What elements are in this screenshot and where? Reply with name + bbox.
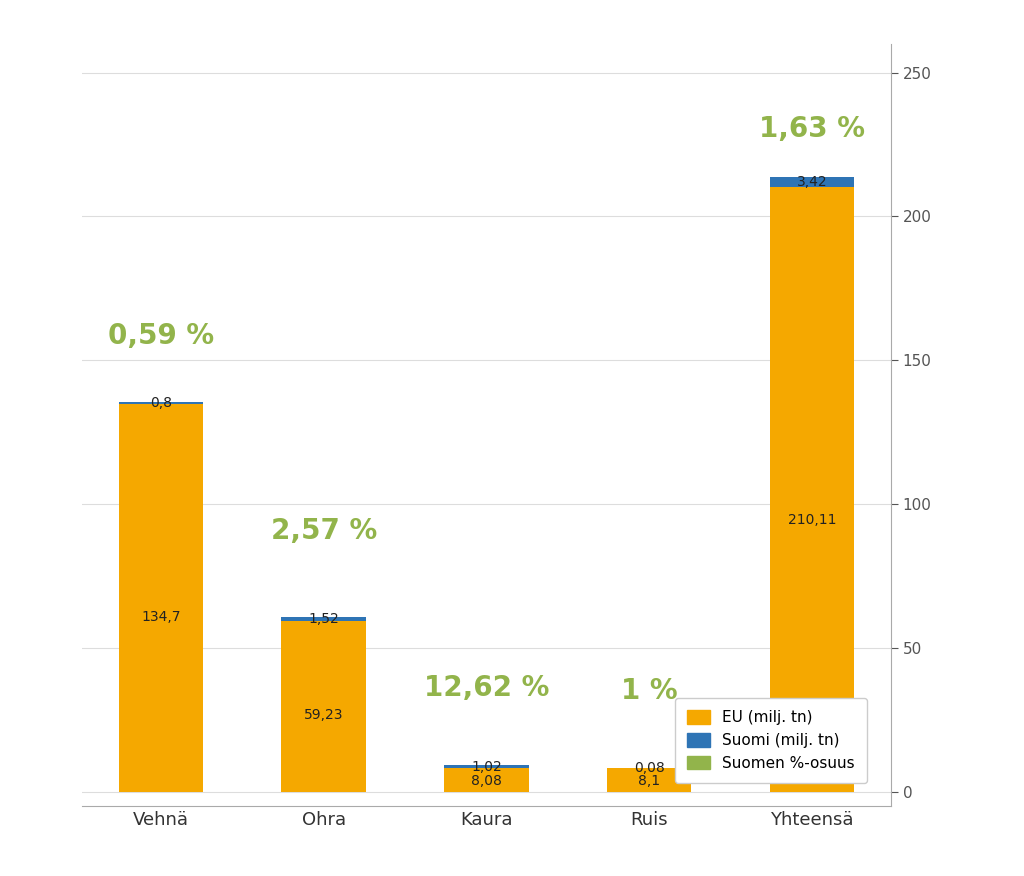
Bar: [444, 768, 528, 792]
Text: 0,08: 0,08: [634, 761, 665, 775]
Text: 134,7: 134,7: [141, 611, 181, 625]
Bar: [119, 404, 204, 792]
Text: 1,02: 1,02: [471, 759, 502, 774]
Text: 0,8: 0,8: [150, 396, 172, 410]
Text: 8,08: 8,08: [471, 774, 502, 788]
Bar: [119, 402, 204, 404]
Text: 1,52: 1,52: [308, 612, 339, 626]
Bar: [769, 178, 854, 187]
Text: 12,62 %: 12,62 %: [424, 675, 549, 702]
Text: 0,59 %: 0,59 %: [108, 322, 214, 350]
Bar: [282, 621, 366, 792]
Text: 8,1: 8,1: [638, 774, 660, 788]
Text: 3,42: 3,42: [797, 175, 827, 189]
Text: 210,11: 210,11: [787, 512, 836, 526]
Bar: [282, 617, 366, 621]
Text: 59,23: 59,23: [304, 708, 343, 722]
Bar: [444, 766, 528, 768]
Text: 2,57 %: 2,57 %: [270, 517, 377, 545]
Text: 1 %: 1 %: [621, 677, 678, 705]
Bar: [607, 768, 691, 792]
Legend: EU (milj. tn), Suomi (milj. tn), Suomen %-osuus: EU (milj. tn), Suomi (milj. tn), Suomen …: [675, 698, 867, 783]
Text: 1,63 %: 1,63 %: [759, 115, 865, 143]
Bar: [769, 187, 854, 792]
